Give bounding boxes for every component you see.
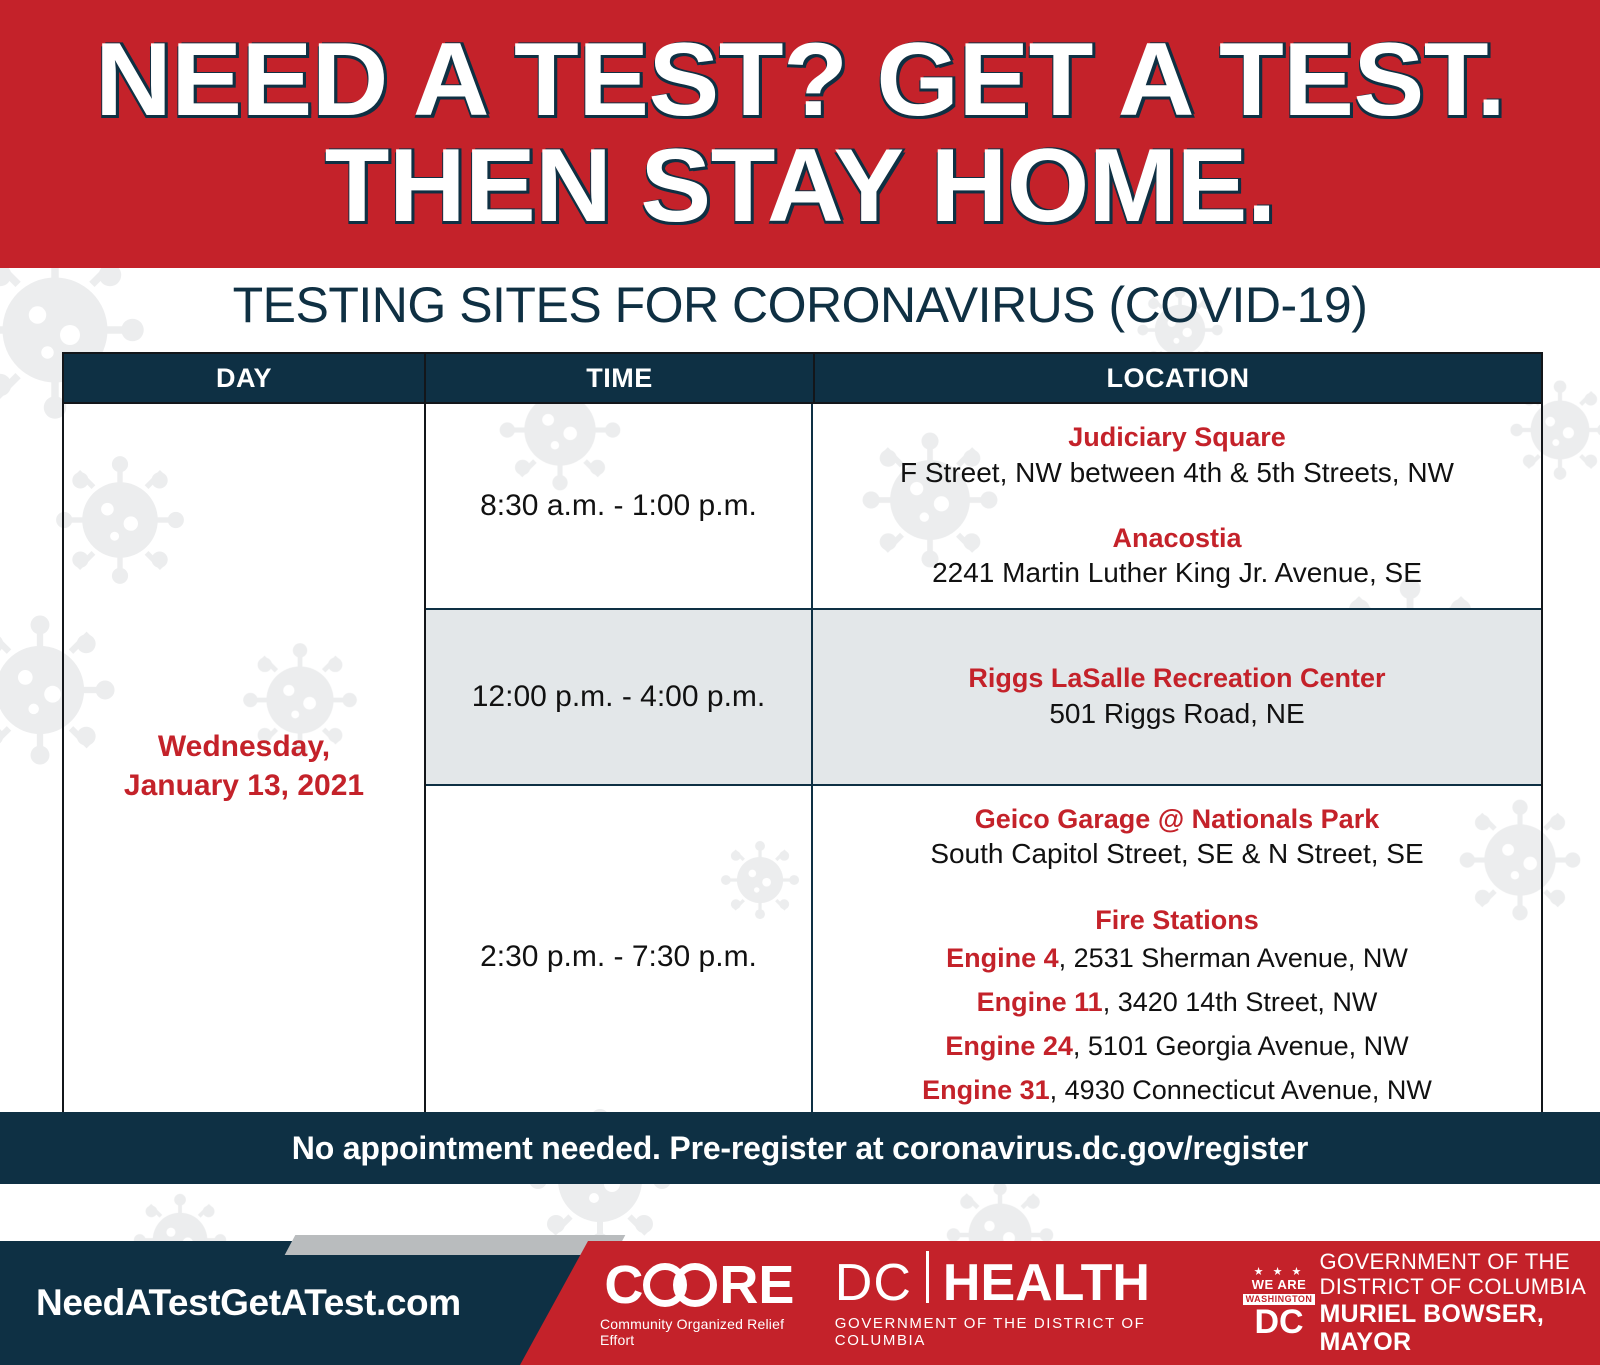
- page-subtitle: TESTING SITES FOR CORONAVIRUS (COVID-19): [232, 277, 1368, 333]
- dc-health-tagline: GOVERNMENT OF THE DISTRICT OF COLUMBIA: [834, 1315, 1146, 1349]
- footer: NeedATestGetATest.com C RE Community Org…: [0, 1235, 1600, 1365]
- dc-government-logo: ★ ★ ★ WE ARE WASHINGTON DC GOVERNMENT OF…: [1242, 1248, 1600, 1357]
- washington-text: WASHINGTON: [1242, 1293, 1316, 1306]
- location-address: South Capitol Street, SE & N Street, SE: [930, 838, 1424, 870]
- location-name: Riggs LaSalle Recreation Center: [968, 663, 1386, 694]
- core-logo: C RE Community Organized Relief Effort: [600, 1258, 799, 1348]
- testing-sites-table: DAY TIME LOCATION Wednesday, January 13,…: [62, 352, 1543, 1131]
- day-cell: Wednesday, January 13, 2021: [64, 404, 426, 1129]
- footer-url-panel: NeedATestGetATest.com: [0, 1241, 620, 1365]
- dc-health-dc: DC: [834, 1254, 912, 1312]
- we-are-washington-dc-mark: ★ ★ ★ WE ARE WASHINGTON DC: [1242, 1266, 1316, 1342]
- dc-health-logo: DC HEALTH GOVERNMENT OF THE DISTRICT OF …: [834, 1251, 1199, 1349]
- location-address: F Street, NW between 4th & 5th Streets, …: [900, 456, 1454, 488]
- fire-station-line: Engine 11, 3420 14th Street, NW: [922, 981, 1432, 1025]
- headline-line-1: NEED A TEST? GET A TEST.: [94, 22, 1506, 139]
- time-cell: 8:30 a.m. - 1:00 p.m.: [426, 404, 813, 608]
- engine-label: Engine 31: [922, 1074, 1050, 1105]
- core-wordmark: C RE: [604, 1258, 794, 1312]
- location-group: Geico Garage @ Nationals Park South Capi…: [930, 802, 1423, 873]
- location-name: Judiciary Square: [1068, 422, 1286, 452]
- schedule-rows: 8:30 a.m. - 1:00 p.m. Judiciary Square F…: [426, 404, 1541, 1129]
- core-tagline: Community Organized Relief Effort: [600, 1316, 785, 1348]
- headline-line-2: THEN STAY HOME.: [324, 128, 1276, 244]
- fire-station-line: Engine 31, 4930 Connecticut Avenue, NW: [922, 1069, 1432, 1113]
- footer-website-url[interactable]: NeedATestGetATest.com: [36, 1282, 461, 1323]
- fire-station-line: Engine 24, 5101 Georgia Avenue, NW: [922, 1025, 1432, 1069]
- table-header-row: DAY TIME LOCATION: [62, 352, 1543, 404]
- time-cell: 12:00 p.m. - 4:00 p.m.: [426, 609, 813, 784]
- government-line-1: GOVERNMENT OF THE: [1319, 1248, 1570, 1274]
- footer-logo-row: C RE Community Organized Relief Effort D…: [520, 1241, 1600, 1365]
- core-letter-c: C: [604, 1255, 644, 1315]
- dc-health-health: HEALTH: [942, 1254, 1150, 1312]
- location-group: Riggs LaSalle Recreation Center 501 Rigg…: [968, 661, 1385, 732]
- we-are-text: WE ARE: [1251, 1277, 1307, 1293]
- core-letters-re: RE: [719, 1255, 795, 1315]
- appointment-note-bar: No appointment needed. Pre-register at c…: [0, 1112, 1600, 1184]
- location-address: 501 Riggs Road, NE: [1049, 697, 1305, 729]
- engine-label: Engine 11: [976, 987, 1103, 1018]
- day-line-2: January 13, 2021: [123, 769, 365, 803]
- dc-monogram: DC: [1254, 1303, 1304, 1342]
- table-row: 8:30 a.m. - 1:00 p.m. Judiciary Square F…: [426, 404, 1541, 610]
- headline-banner: NEED A TEST? GET A TEST. THEN STAY HOME.: [0, 0, 1600, 268]
- fire-station-line: Engine 4, 2531 Sherman Avenue, NW: [922, 937, 1432, 981]
- fire-stations-group: Fire Stations Engine 4, 2531 Sherman Ave…: [922, 903, 1432, 1112]
- engine-address: , 2531 Sherman Avenue, NW: [1058, 943, 1408, 974]
- engine-label: Engine 24: [945, 1030, 1073, 1061]
- appointment-note-text: No appointment needed. Pre-register at c…: [291, 1129, 1309, 1166]
- engine-address: , 4930 Connecticut Avenue, NW: [1049, 1074, 1432, 1105]
- table-row: 12:00 p.m. - 4:00 p.m. Riggs LaSalle Rec…: [426, 609, 1541, 786]
- location-cell: Geico Garage @ Nationals Park South Capi…: [813, 786, 1541, 1128]
- engine-address: , 3420 14th Street, NW: [1102, 987, 1378, 1018]
- column-header-time: TIME: [426, 354, 815, 402]
- location-address: 2241 Martin Luther King Jr. Avenue, SE: [932, 557, 1422, 589]
- column-header-day: DAY: [64, 354, 426, 402]
- column-header-location: LOCATION: [1106, 362, 1250, 393]
- location-name: Geico Garage @ Nationals Park: [974, 803, 1380, 834]
- time-cell: 2:30 p.m. - 7:30 p.m.: [426, 785, 813, 1129]
- core-interlocking-o-icon: [643, 1263, 718, 1307]
- government-text-block: GOVERNMENT OF THE DISTRICT OF COLUMBIA M…: [1319, 1248, 1600, 1357]
- fire-stations-heading: Fire Stations: [1095, 904, 1259, 935]
- location-cell: Judiciary Square F Street, NW between 4t…: [813, 404, 1541, 608]
- location-name: Anacostia: [1112, 522, 1242, 553]
- day-line-1: Wednesday,: [157, 730, 331, 764]
- location-group: Judiciary Square F Street, NW between 4t…: [900, 420, 1454, 491]
- government-line-2: DISTRICT OF COLUMBIA: [1319, 1273, 1587, 1299]
- government-line-3: MURIEL BOWSER, MAYOR: [1319, 1300, 1545, 1357]
- dc-health-wordmark: DC HEALTH: [834, 1251, 1199, 1312]
- table-body: Wednesday, January 13, 2021 8:30 a.m. - …: [62, 404, 1543, 1131]
- location-cell: Riggs LaSalle Recreation Center 501 Rigg…: [813, 610, 1541, 784]
- vertical-divider-icon: [925, 1251, 929, 1303]
- engine-address: , 5101 Georgia Avenue, NW: [1072, 1030, 1409, 1061]
- location-group: Anacostia 2241 Martin Luther King Jr. Av…: [932, 521, 1422, 592]
- table-row: 2:30 p.m. - 7:30 p.m. Geico Garage @ Nat…: [426, 785, 1541, 1129]
- engine-label: Engine 4: [946, 943, 1059, 974]
- three-stars-icon: ★ ★ ★: [1253, 1266, 1305, 1279]
